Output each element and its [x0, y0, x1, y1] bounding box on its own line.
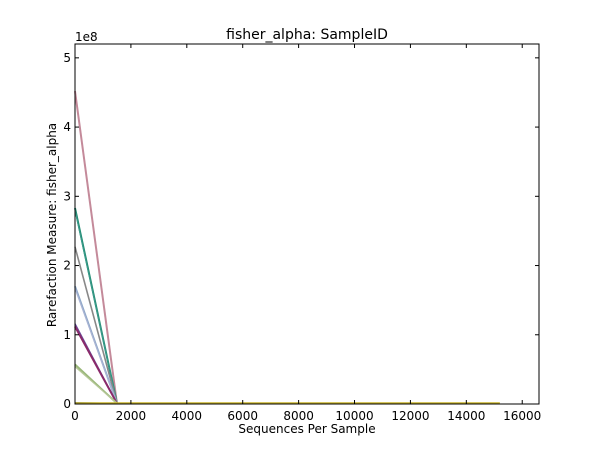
series-line-3	[74, 210, 118, 404]
x-tick-label: 12000	[391, 409, 429, 423]
x-tick-label: 4000	[172, 409, 203, 423]
y-tick-label: 0	[63, 397, 71, 411]
chart-title: fisher_alpha: SampleID	[226, 27, 388, 43]
series-line-10	[74, 366, 118, 404]
x-tick-label: 2000	[116, 409, 147, 423]
y-tick-label: 4	[63, 120, 71, 134]
y-tick-label: 2	[63, 259, 71, 273]
series-line-6	[74, 288, 118, 404]
series-line-4	[74, 246, 118, 404]
plot-area: 0 2000 4000 6000 8000 10000 12000 14000 16000 0 1 2…	[63, 43, 541, 423]
x-tick-label: 14000	[447, 409, 485, 423]
axes-frame	[74, 43, 540, 405]
y-tick-label: 1	[63, 328, 71, 342]
x-tick-label: 6000	[227, 409, 258, 423]
series-line-8	[74, 325, 118, 404]
x-tick-label: 16000	[503, 409, 541, 423]
x-tick-label: 10000	[335, 409, 373, 423]
series-line-1	[74, 90, 118, 404]
y-axis-offset-label: 1e8	[75, 30, 98, 44]
y-tick-label: 3	[63, 189, 71, 203]
x-axis-label: Sequences Per Sample	[238, 422, 375, 436]
y-tick-label: 5	[63, 51, 71, 65]
x-tick-label: 8000	[283, 409, 314, 423]
y-axis-label: Rarefaction Measure: fisher_alpha	[45, 123, 59, 327]
x-tick-label: 0	[71, 409, 79, 423]
